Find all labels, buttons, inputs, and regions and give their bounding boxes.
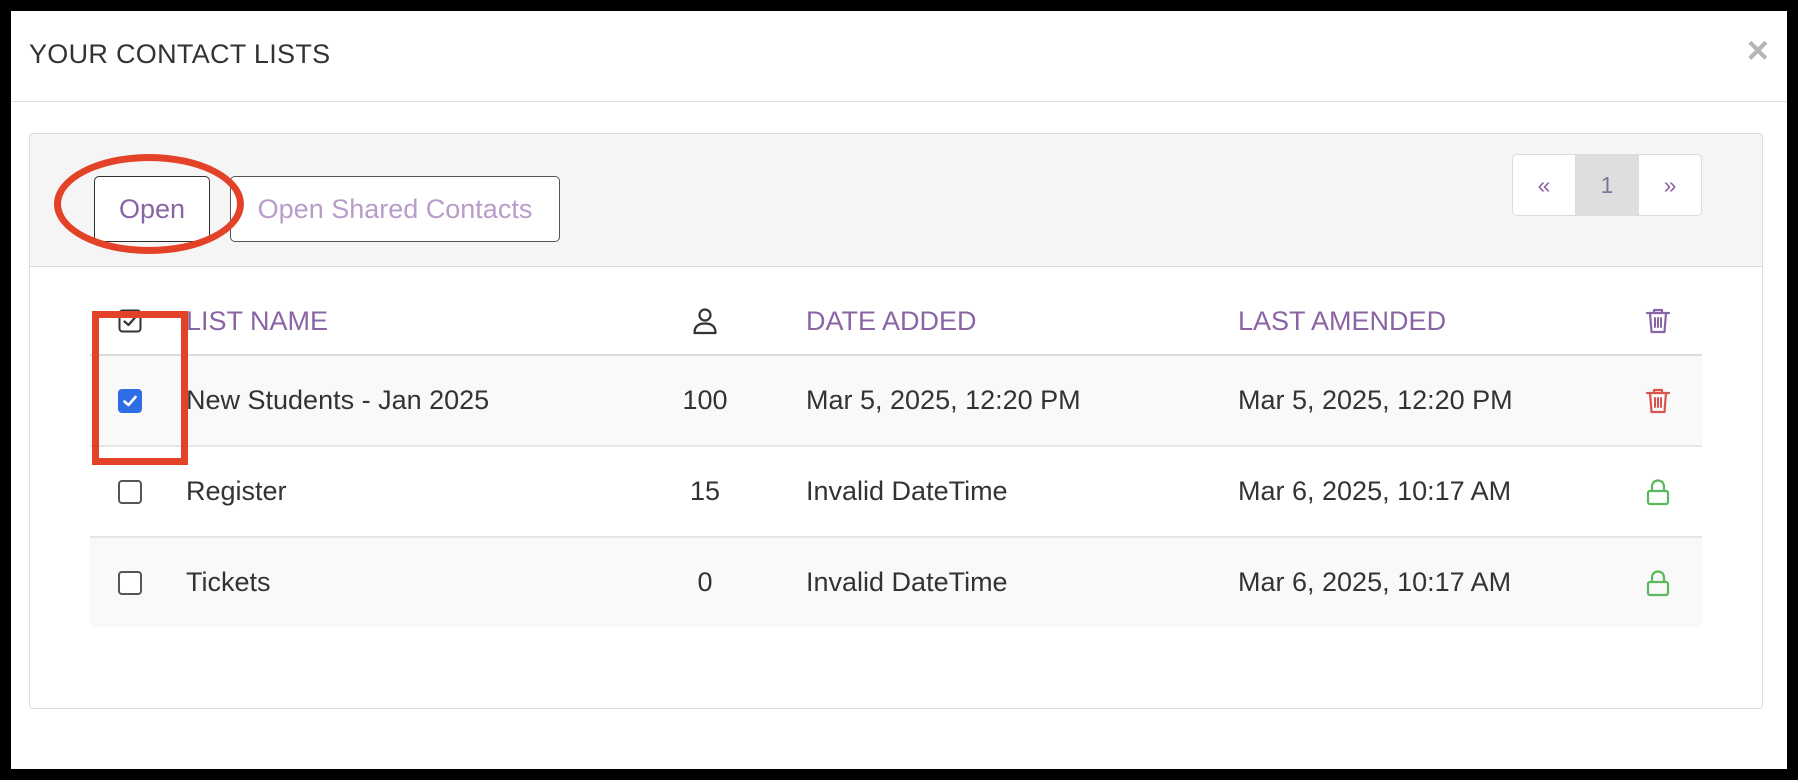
table-header-row: LIST NAME DATE ADDED LAST AMENDED: [90, 288, 1702, 356]
row-lock-cell: [1638, 447, 1678, 536]
close-button[interactable]: ×: [1741, 31, 1775, 71]
contact-lists-panel: Open Open Shared Contacts « 1 »: [29, 133, 1763, 709]
row-count: 15: [689, 476, 721, 506]
pagination-prev[interactable]: «: [1513, 155, 1576, 215]
row-last-amended: Mar 5, 2025, 12:20 PM: [1238, 385, 1513, 415]
row-checkbox[interactable]: [118, 570, 142, 595]
row-checkbox-cell: [116, 356, 144, 445]
pagination-page-current[interactable]: 1: [1576, 155, 1639, 215]
row-checkbox-cell: [116, 538, 144, 627]
header-count[interactable]: [650, 288, 760, 354]
row-count: 100: [682, 385, 728, 415]
row-list-name[interactable]: Register: [186, 476, 287, 506]
row-lock-cell: [1638, 538, 1678, 627]
lock-icon: [1645, 569, 1671, 597]
row-date-added: Mar 5, 2025, 12:20 PM: [806, 385, 1081, 415]
select-all-cell: [116, 288, 144, 354]
row-date-added: Invalid DateTime: [806, 476, 1008, 506]
pagination: « 1 »: [1512, 154, 1702, 216]
row-last-amended: Mar 6, 2025, 10:17 AM: [1238, 567, 1512, 597]
row-checkbox[interactable]: [118, 388, 142, 413]
row-list-name[interactable]: New Students - Jan 2025: [186, 385, 490, 415]
row-count: 0: [697, 567, 713, 597]
header-date-added[interactable]: DATE ADDED: [806, 305, 977, 336]
select-all-checkbox-icon[interactable]: [118, 309, 142, 333]
header-list-name[interactable]: LIST NAME: [186, 305, 329, 336]
trash-icon: [1645, 307, 1671, 335]
row-date-added: Invalid DateTime: [806, 567, 1008, 597]
table-row[interactable]: Tickets 0 Invalid DateTime Mar 6, 2025, …: [90, 538, 1702, 627]
person-icon: [692, 307, 718, 335]
header-last-amended[interactable]: LAST AMENDED: [1238, 305, 1447, 336]
row-delete-cell: [1638, 356, 1678, 445]
trash-icon[interactable]: [1645, 387, 1671, 415]
row-last-amended: Mar 6, 2025, 10:17 AM: [1238, 476, 1512, 506]
modal-header: YOUR CONTACT LISTS ×: [11, 11, 1787, 102]
modal-title: YOUR CONTACT LISTS: [29, 39, 331, 69]
row-checkbox-cell: [116, 447, 144, 536]
row-checkbox[interactable]: [118, 479, 142, 504]
lock-icon: [1645, 478, 1671, 506]
pagination-next[interactable]: »: [1663, 171, 1677, 198]
open-button[interactable]: Open: [94, 176, 210, 242]
contact-lists-table: LIST NAME DATE ADDED LAST AMENDED: [90, 288, 1702, 627]
open-shared-contacts-button[interactable]: Open Shared Contacts: [230, 176, 560, 242]
contact-lists-modal: YOUR CONTACT LISTS × Open Open Shared Co…: [11, 11, 1787, 769]
header-delete[interactable]: [1638, 288, 1678, 354]
row-list-name[interactable]: Tickets: [186, 567, 271, 597]
table-row[interactable]: Register 15 Invalid DateTime Mar 6, 2025…: [90, 447, 1702, 538]
panel-toolbar: Open Open Shared Contacts « 1 »: [30, 134, 1762, 267]
table-row[interactable]: New Students - Jan 2025 100 Mar 5, 2025,…: [90, 356, 1702, 447]
